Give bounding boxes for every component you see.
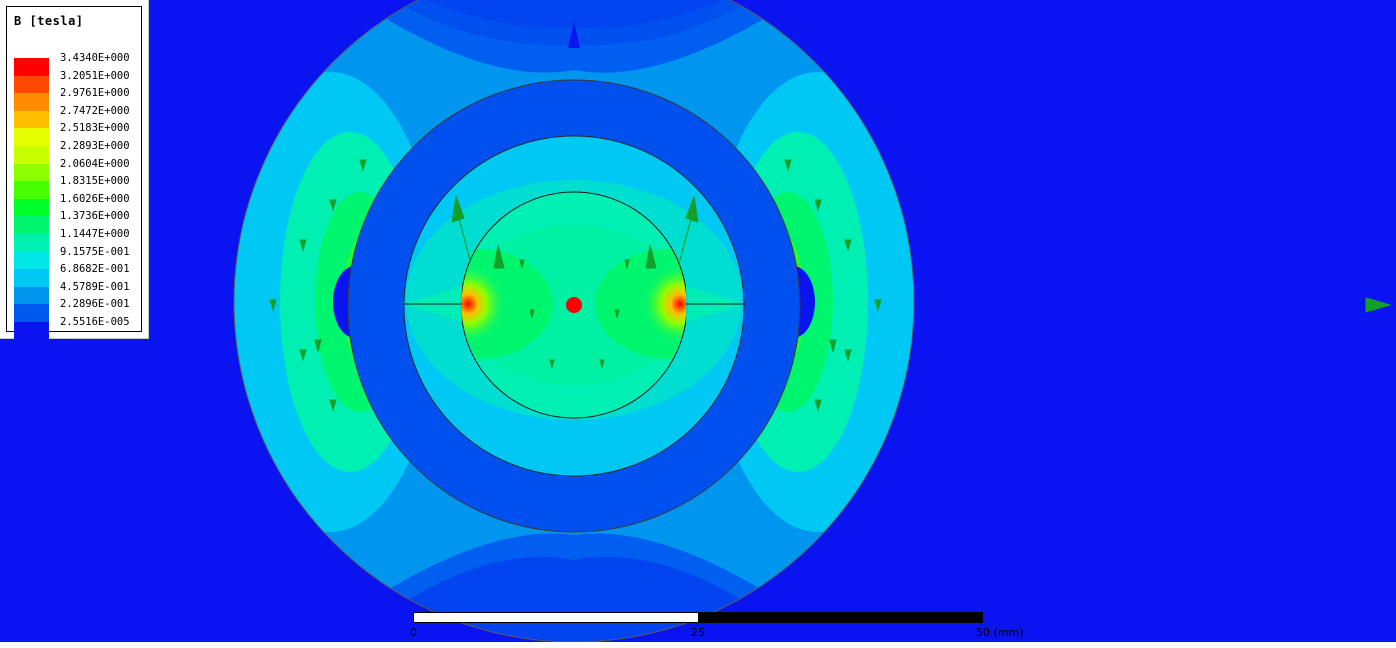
legend-label: 1.6026E+000	[60, 192, 130, 205]
legend-swatch	[14, 110, 49, 129]
legend-label: 1.1447E+000	[60, 228, 130, 240]
legend-label: 6.8682E-001	[60, 263, 130, 276]
legend-swatch	[14, 93, 49, 111]
center-shaft-marker	[566, 297, 582, 313]
legend-swatch	[14, 234, 49, 252]
legend-label: 2.2896E-001	[60, 298, 130, 311]
stator-outline	[233, 0, 915, 642]
legend-label: 9.1575E-001	[60, 245, 130, 258]
scale-label-start: 0	[410, 626, 417, 639]
legend-swatch	[14, 198, 49, 217]
color-legend[interactable]: B [tesla] 3.4340E+000 3.2051E+000 2.9761E+…	[0, 0, 149, 340]
scale-label-mid: 25	[691, 626, 705, 639]
legend-swatch	[14, 146, 49, 164]
legend-label: 3.2051E+000	[60, 69, 130, 82]
scale-bar-black-segment	[698, 613, 982, 622]
field-vectors	[269, 159, 1392, 412]
legend-swatch	[14, 304, 49, 322]
legend-title: B [tesla]	[14, 14, 84, 28]
legend-label: 2.0604E+000	[60, 157, 130, 170]
legend-swatch	[14, 128, 49, 146]
legend-label: 2.2893E+000	[60, 140, 130, 152]
scale-bar-white-segment	[414, 613, 698, 622]
legend-label: 2.9761E+000	[60, 87, 130, 100]
legend-label: 2.7472E+000	[60, 104, 130, 117]
legend-swatch	[14, 269, 49, 287]
legend-swatch	[14, 75, 49, 94]
legend-label: 1.3736E+000	[60, 210, 130, 223]
legend-swatch	[14, 216, 49, 234]
scale-label-end: 50 (mm)	[976, 626, 1024, 639]
legend-swatch	[14, 181, 49, 199]
legend-swatch	[14, 163, 49, 182]
legend-label: 1.8315E+000	[60, 175, 130, 188]
legend-swatch	[14, 251, 49, 270]
legend-label: 2.5516E-005	[60, 316, 130, 328]
scale-bar	[413, 612, 983, 623]
legend-label: 4.5789E-001	[60, 280, 130, 293]
legend-swatch	[14, 58, 49, 76]
legend-frame	[6, 6, 142, 332]
bottom-strip	[0, 642, 1396, 648]
legend-swatch	[14, 322, 49, 340]
legend-label: 2.5183E+000	[60, 122, 130, 135]
legend-label: 3.4340E+000	[60, 52, 130, 64]
legend-swatch	[14, 286, 49, 305]
